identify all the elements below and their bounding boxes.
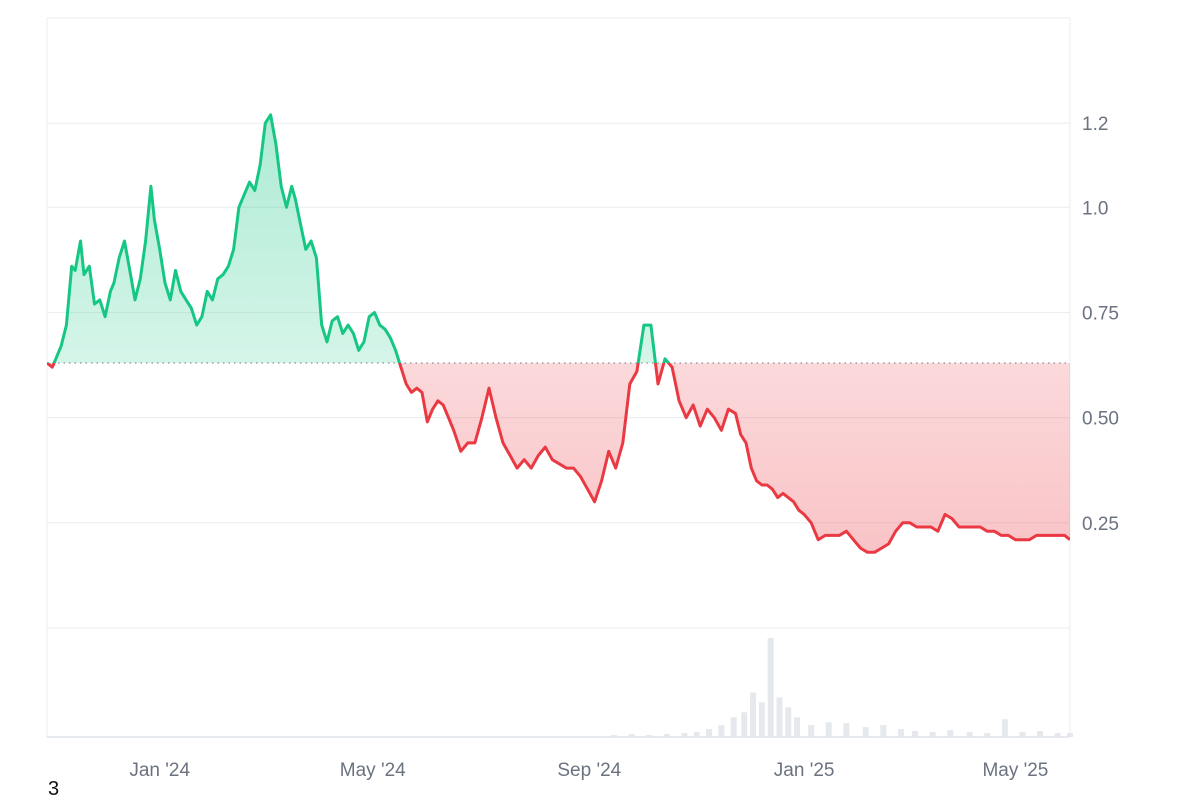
x-tick-label: Sep '24 bbox=[557, 760, 621, 781]
volume-bar bbox=[681, 733, 688, 737]
y-tick-label: 0.25 bbox=[1082, 514, 1119, 535]
volume-bar bbox=[741, 712, 748, 737]
volume-bar bbox=[862, 727, 869, 737]
area-below-baseline bbox=[47, 362, 1070, 553]
volume-bar bbox=[767, 638, 774, 737]
volume-bar bbox=[984, 733, 991, 737]
y-tick-label: 0.75 bbox=[1082, 303, 1119, 324]
volume-bar bbox=[1037, 731, 1044, 737]
x-tick-label: Jan '25 bbox=[774, 760, 835, 781]
volume-bar bbox=[929, 732, 936, 737]
volume-bar bbox=[693, 732, 700, 737]
price-line-down bbox=[47, 362, 1070, 554]
volume-bar bbox=[758, 702, 765, 737]
y-tick-label: 1.0 bbox=[1082, 198, 1108, 219]
volume-bar bbox=[843, 723, 850, 737]
volume-bar bbox=[1001, 719, 1008, 737]
volume-bar bbox=[1054, 733, 1061, 737]
footer-number: 3 bbox=[48, 778, 60, 800]
volume-bar bbox=[776, 697, 783, 737]
volume-bar bbox=[825, 722, 832, 737]
y-tick-label: 1.2 bbox=[1082, 114, 1108, 135]
volume-bar bbox=[646, 735, 653, 737]
volume-bar bbox=[610, 735, 617, 737]
volume-bar bbox=[706, 729, 713, 737]
x-tick-label: May '25 bbox=[982, 760, 1048, 781]
y-tick-label: 0.50 bbox=[1082, 409, 1119, 430]
volume-bar bbox=[730, 717, 737, 737]
volume-bar bbox=[808, 725, 815, 737]
x-tick-label: May '24 bbox=[340, 760, 406, 781]
volume-bar bbox=[628, 734, 635, 737]
area-above-baseline bbox=[54, 114, 669, 363]
volume-bar bbox=[663, 734, 670, 737]
volume-bar bbox=[1019, 732, 1026, 737]
price-line-up bbox=[47, 113, 671, 363]
volume-bar bbox=[750, 692, 757, 737]
volume-bar bbox=[912, 731, 919, 737]
volume-bar bbox=[880, 725, 887, 737]
volume-bar bbox=[1067, 733, 1073, 737]
volume-bar bbox=[966, 732, 973, 737]
volume-bar bbox=[897, 729, 904, 737]
volume-bar bbox=[718, 725, 725, 737]
x-tick-label: Jan '24 bbox=[129, 760, 190, 781]
volume-bar bbox=[794, 717, 801, 737]
volume-bar bbox=[785, 707, 792, 737]
volume-bar bbox=[947, 730, 954, 737]
